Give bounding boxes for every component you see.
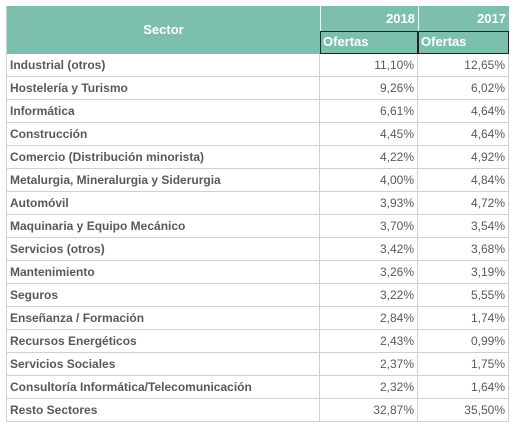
sector-cell: Construcción <box>6 123 320 146</box>
value-cell: 6,02% <box>418 77 509 100</box>
value-cell: 1,74% <box>418 307 509 330</box>
value-cell: 4,00% <box>320 169 418 192</box>
sector-cell: Automóvil <box>6 192 320 215</box>
sector-cell: Hostelería y Turismo <box>6 77 320 100</box>
value-cell: 2,43% <box>320 330 418 353</box>
value-cell: 32,87% <box>320 399 418 422</box>
value-cell: 2,84% <box>320 307 418 330</box>
value-cell: 35,50% <box>418 399 509 422</box>
sector-cell: Consultoría Informática/Telecomunicación <box>6 376 320 399</box>
header-sub: Ofertas <box>320 31 418 54</box>
value-cell: 1,64% <box>418 376 509 399</box>
value-cell: 0,99% <box>418 330 509 353</box>
value-cell: 3,54% <box>418 215 509 238</box>
value-cell: 9,26% <box>320 77 418 100</box>
sector-cell: Servicios Sociales <box>6 353 320 376</box>
header-sub: Ofertas <box>418 31 509 54</box>
value-cell: 3,42% <box>320 238 418 261</box>
value-cell: 4,45% <box>320 123 418 146</box>
header-year: 2017 <box>418 6 509 31</box>
value-cell: 2,37% <box>320 353 418 376</box>
value-cell: 3,19% <box>418 261 509 284</box>
sector-cell: Recursos Energéticos <box>6 330 320 353</box>
value-cell: 4,84% <box>418 169 509 192</box>
value-cell: 5,55% <box>418 284 509 307</box>
header-sector: Sector <box>6 6 320 54</box>
value-cell: 3,22% <box>320 284 418 307</box>
value-cell: 3,26% <box>320 261 418 284</box>
value-cell: 4,64% <box>418 100 509 123</box>
header-year: 2018 <box>320 6 418 31</box>
sector-cell: Mantenimiento <box>6 261 320 284</box>
value-cell: 11,10% <box>320 54 418 77</box>
value-cell: 3,70% <box>320 215 418 238</box>
value-cell: 4,64% <box>418 123 509 146</box>
sector-cell: Enseñanza / Formación <box>6 307 320 330</box>
sector-cell: Informática <box>6 100 320 123</box>
value-cell: 12,65% <box>418 54 509 77</box>
value-cell: 6,61% <box>320 100 418 123</box>
sector-cell: Industrial (otros) <box>6 54 320 77</box>
value-cell: 1,75% <box>418 353 509 376</box>
sector-cell: Comercio (Distribución minorista) <box>6 146 320 169</box>
value-cell: 3,93% <box>320 192 418 215</box>
sector-cell: Metalurgia, Mineralurgia y Siderurgia <box>6 169 320 192</box>
value-cell: 3,68% <box>418 238 509 261</box>
value-cell: 4,22% <box>320 146 418 169</box>
sector-cell: Resto Sectores <box>6 399 320 422</box>
value-cell: 4,92% <box>418 146 509 169</box>
sector-cell: Seguros <box>6 284 320 307</box>
value-cell: 4,72% <box>418 192 509 215</box>
value-cell: 2,32% <box>320 376 418 399</box>
sector-cell: Maquinaria y Equipo Mecánico <box>6 215 320 238</box>
sector-cell: Servicios (otros) <box>6 238 320 261</box>
